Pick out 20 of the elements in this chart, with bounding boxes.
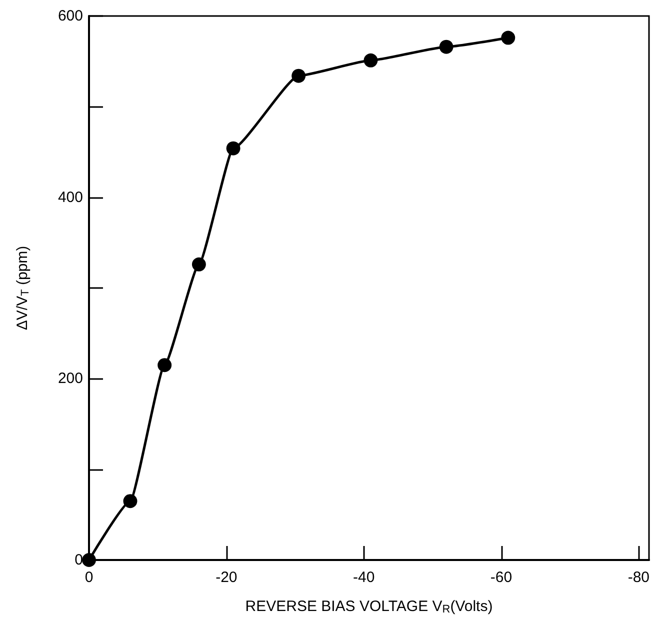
y-axis-title: ΔV/VT (ppm) (14, 246, 32, 330)
x-tick-label: 0 (84, 569, 94, 586)
x-tick-label: -60 (490, 569, 512, 586)
y-tick-label: 400 (58, 188, 83, 206)
point (123, 494, 138, 508)
x-tick-label: -40 (353, 569, 375, 586)
point (501, 30, 516, 45)
point (192, 257, 206, 272)
x-axis-title: REVERSE BIAS VOLTAGE VR(Volts) (245, 598, 493, 616)
point (364, 53, 378, 68)
point (439, 40, 454, 54)
x-tick-label: -20 (216, 569, 238, 586)
y-tick-label: 0 (74, 552, 83, 568)
y-tick-label: 600 (58, 8, 83, 24)
point (292, 68, 306, 83)
x-tick-label: -80 (628, 569, 650, 586)
point (226, 141, 240, 156)
y-tick-label: 200 (58, 370, 83, 388)
point (82, 553, 96, 567)
point (158, 358, 172, 372)
